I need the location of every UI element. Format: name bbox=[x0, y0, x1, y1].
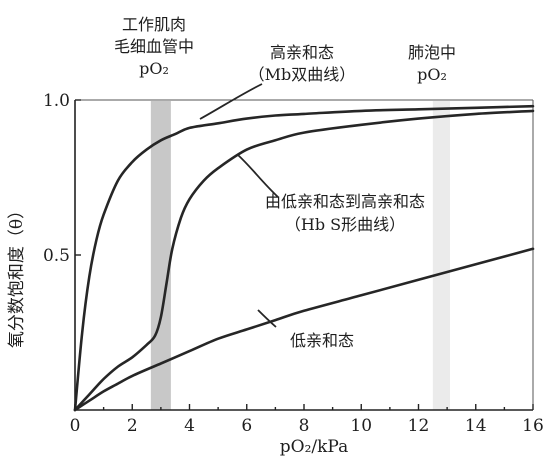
y-axis-title: 氧分数饱和度（θ） bbox=[7, 202, 27, 348]
curve-annotation-1-line-1: （Hb S形曲线） bbox=[285, 215, 405, 234]
x-tick-label-5: 10 bbox=[350, 416, 372, 436]
bands-layer bbox=[150, 101, 450, 410]
x-tick-label-8: 16 bbox=[522, 416, 544, 436]
curve-low-affinity bbox=[73, 247, 535, 412]
x-tick-label-0: 0 bbox=[70, 416, 81, 436]
ticks-layer: 0 2 4 6 8 10 12 14 16 0.5 1.0 bbox=[43, 91, 544, 436]
band-0-label-line-0: 工作肌肉 bbox=[122, 15, 186, 34]
y-tick-label-0: 0.5 bbox=[43, 246, 70, 266]
band-0-label-line-2: pO₂ bbox=[139, 59, 169, 78]
x-tick-label-3: 6 bbox=[241, 416, 252, 436]
curve-annotation-1-line-0: 由低亲和态到高亲和态 bbox=[265, 192, 425, 211]
curve-annotation-0-line-1: （Mb双曲线） bbox=[249, 65, 356, 84]
x-tick-label-2: 4 bbox=[184, 416, 195, 436]
curve-annotation-2-line-0: 低亲和态 bbox=[290, 331, 354, 350]
band-1 bbox=[432, 101, 450, 410]
x-tick-label-6: 12 bbox=[408, 416, 430, 436]
leader-line-1 bbox=[237, 154, 279, 198]
x-tick-label-4: 8 bbox=[299, 416, 310, 436]
band-0-label-line-1: 毛细血管中 bbox=[114, 37, 194, 56]
curve-annotation-0-line-0: 高亲和态 bbox=[270, 43, 334, 62]
y-tick-label-1: 1.0 bbox=[43, 91, 70, 111]
band-1-label-line-1: pO₂ bbox=[417, 65, 447, 84]
leader-line-0 bbox=[199, 83, 263, 120]
plot-frame bbox=[74, 99, 534, 411]
x-axis-title: pO₂/kPa bbox=[280, 437, 348, 457]
leader-line-2 bbox=[257, 309, 277, 328]
x-tick-label-1: 2 bbox=[127, 416, 138, 436]
curve-high-affinity bbox=[73, 104, 535, 412]
x-tick-label-7: 14 bbox=[465, 416, 487, 436]
curve-sigmoid bbox=[73, 109, 535, 412]
curves-layer bbox=[73, 104, 535, 412]
band-1-label-line-0: 肺泡中 bbox=[408, 43, 456, 62]
